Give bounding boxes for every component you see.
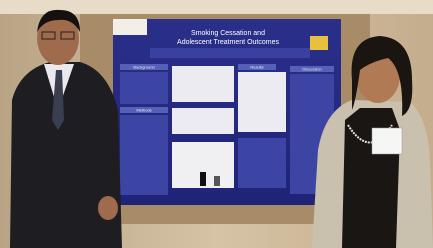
poster-title: Smoking Cessation and	[191, 30, 265, 37]
text-block	[120, 72, 168, 104]
authors-line	[150, 48, 310, 58]
table-image	[238, 72, 286, 132]
logo-right	[310, 36, 328, 50]
section-title: Methods	[136, 108, 151, 113]
section-title: Discussion	[302, 67, 321, 72]
text-block	[238, 138, 286, 188]
name-badge	[372, 128, 402, 154]
poster: Smoking Cessation and Adolescent Treatme…	[113, 19, 341, 205]
poster-title: Adolescent Treatment Outcomes	[177, 39, 279, 46]
hand	[98, 196, 118, 220]
suit	[10, 62, 122, 248]
section-title: Results	[250, 65, 263, 70]
table-image	[172, 108, 234, 134]
table-image	[172, 66, 234, 102]
photo: Smoking Cessation and Adolescent Treatme…	[0, 0, 433, 248]
section-title: Background	[133, 65, 154, 70]
logo-left	[113, 19, 147, 35]
page: {"poster": {"title_lines": ["Smoking Ces…	[0, 0, 433, 248]
chart-bar	[214, 176, 220, 186]
chart-bar	[200, 172, 206, 186]
text-block	[120, 115, 168, 195]
